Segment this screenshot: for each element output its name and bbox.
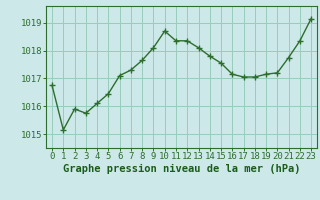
X-axis label: Graphe pression niveau de la mer (hPa): Graphe pression niveau de la mer (hPa) bbox=[63, 164, 300, 174]
